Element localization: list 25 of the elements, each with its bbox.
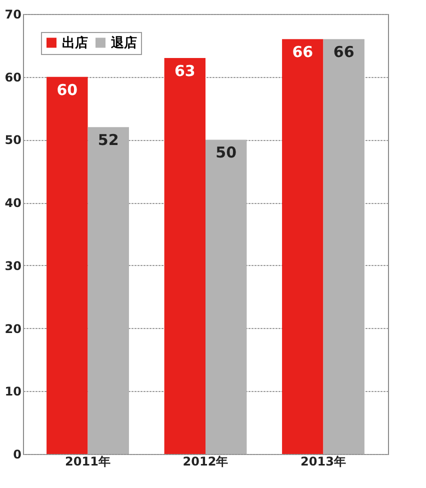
x-tick-label: 2013年 <box>300 454 346 468</box>
bar <box>88 127 129 454</box>
y-tick-label: 50 <box>4 133 22 148</box>
y-tick-label: 20 <box>4 322 22 336</box>
data-label: 63 <box>174 62 196 80</box>
y-tick-label: 60 <box>4 70 22 84</box>
bar <box>46 76 88 454</box>
bar <box>323 39 364 454</box>
y-tick-label: 70 <box>4 8 22 22</box>
data-label: 60 <box>56 80 78 99</box>
bar <box>164 58 206 454</box>
y-tick-label: 0 <box>13 448 22 462</box>
y-tick-label: 10 <box>4 384 22 399</box>
legend-label: 出店 <box>62 34 88 51</box>
legend-label: 退店 <box>110 34 137 51</box>
bar <box>206 140 247 454</box>
bar <box>282 39 324 454</box>
y-tick-label: 30 <box>4 258 22 273</box>
data-label: 66 <box>292 43 314 62</box>
data-label: 52 <box>98 131 119 150</box>
data-label: 66 <box>333 43 354 62</box>
x-tick-label: 2011年 <box>65 454 110 468</box>
x-tick-label: 2012年 <box>182 454 228 468</box>
data-label: 50 <box>216 144 237 162</box>
y-tick-label: 40 <box>4 196 22 210</box>
